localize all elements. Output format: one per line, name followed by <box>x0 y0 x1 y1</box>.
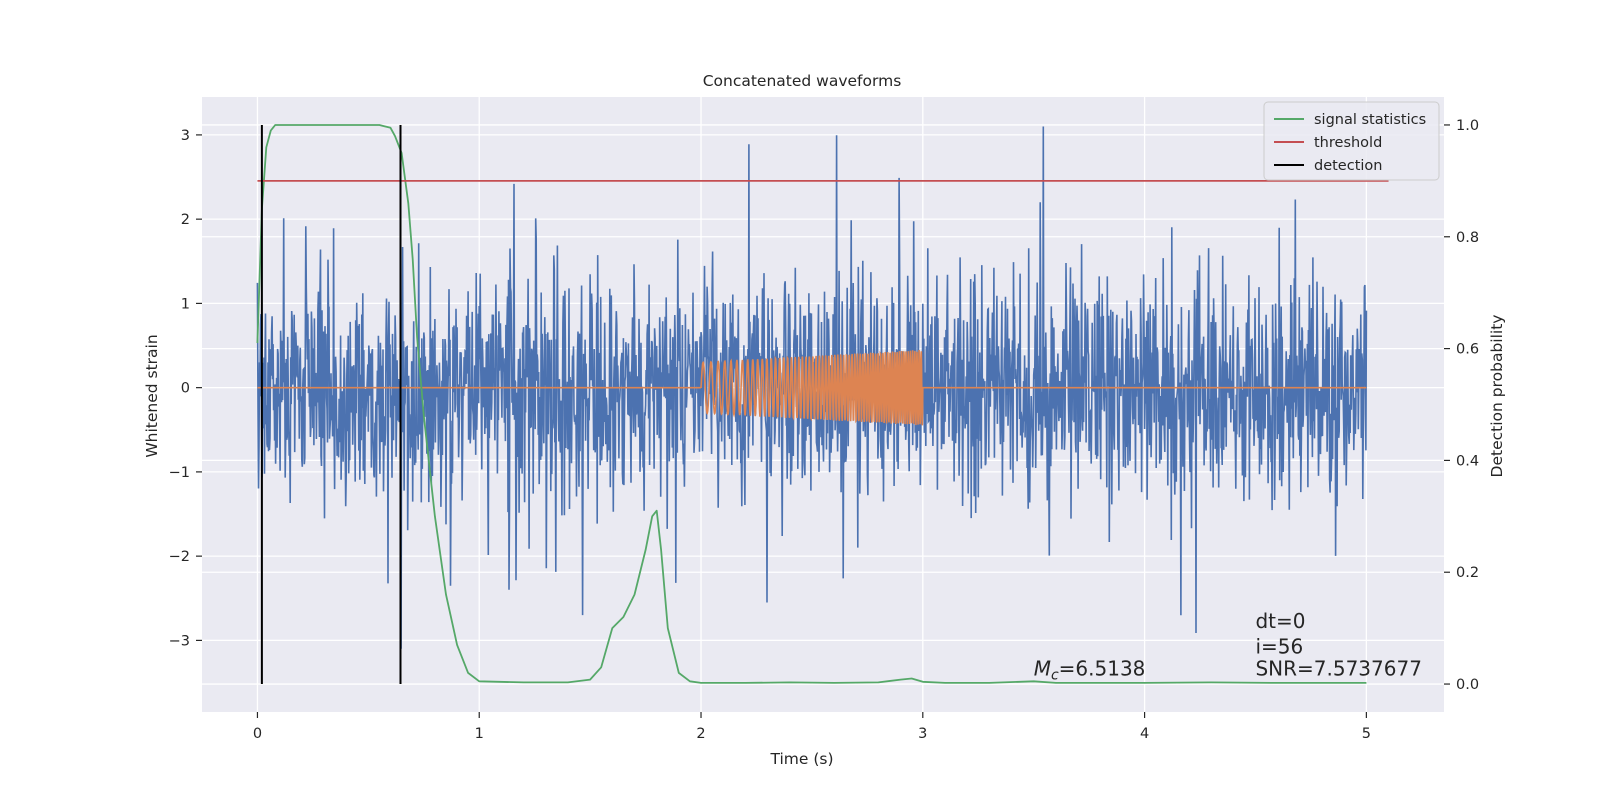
x-axis-title: Time (s) <box>769 750 833 768</box>
signal-statistics-line <box>256 124 1367 684</box>
y2-axis-title: Detection probability <box>1488 315 1506 478</box>
x-tick-label: 5 <box>1362 726 1371 742</box>
x-tick-label: 2 <box>696 726 705 742</box>
legend-box <box>1263 101 1440 181</box>
annotation-i: i=56 <box>1255 634 1303 658</box>
y2-tick-label: 1.0 <box>1456 118 1479 134</box>
y-tick-label: −3 <box>169 633 190 649</box>
y2-tick-label: 0.2 <box>1456 565 1479 581</box>
y2-tick-label: 0.4 <box>1456 453 1479 469</box>
y2-tick-label: 0.6 <box>1456 342 1479 358</box>
injected-waveform-line <box>257 349 1367 426</box>
x-tick-label: 3 <box>918 726 927 742</box>
y-tick-label: 3 <box>181 128 190 144</box>
y2-tick-label: 0.8 <box>1456 230 1479 246</box>
y-tick-label: 0 <box>181 381 190 397</box>
annotation-snr: SNR=7.5737677 <box>1255 657 1421 681</box>
annotation-mc: Mc=6.5138 <box>1034 657 1146 684</box>
y-tick-label: −2 <box>169 549 190 565</box>
axis-ticks: 0 1 2 3 4 5 −3 −2 −1 0 1 2 3 0.0 0.2 0.4 0.6 0.8 1.0 <box>169 118 1479 742</box>
legend: signal statistics threshold detection <box>1263 101 1440 181</box>
y-axis-title: Whitened strain <box>143 334 161 457</box>
legend-item-signal-statistics-label: signal statistics <box>1314 112 1426 128</box>
legend-item-detection-label: detection <box>1314 158 1382 174</box>
y-tick-label: 2 <box>181 212 190 228</box>
legend-item-threshold-label: threshold <box>1314 135 1382 151</box>
annotation-dt: dt=0 <box>1255 609 1305 633</box>
y-tick-label: −1 <box>169 465 190 481</box>
chart-title: Concatenated waveforms <box>703 72 902 90</box>
x-tick-label: 0 <box>253 726 262 742</box>
y-tick-label: 1 <box>181 296 190 312</box>
x-tick-label: 1 <box>475 726 484 742</box>
y2-tick-label: 0.0 <box>1456 677 1479 693</box>
x-tick-label: 4 <box>1140 726 1149 742</box>
